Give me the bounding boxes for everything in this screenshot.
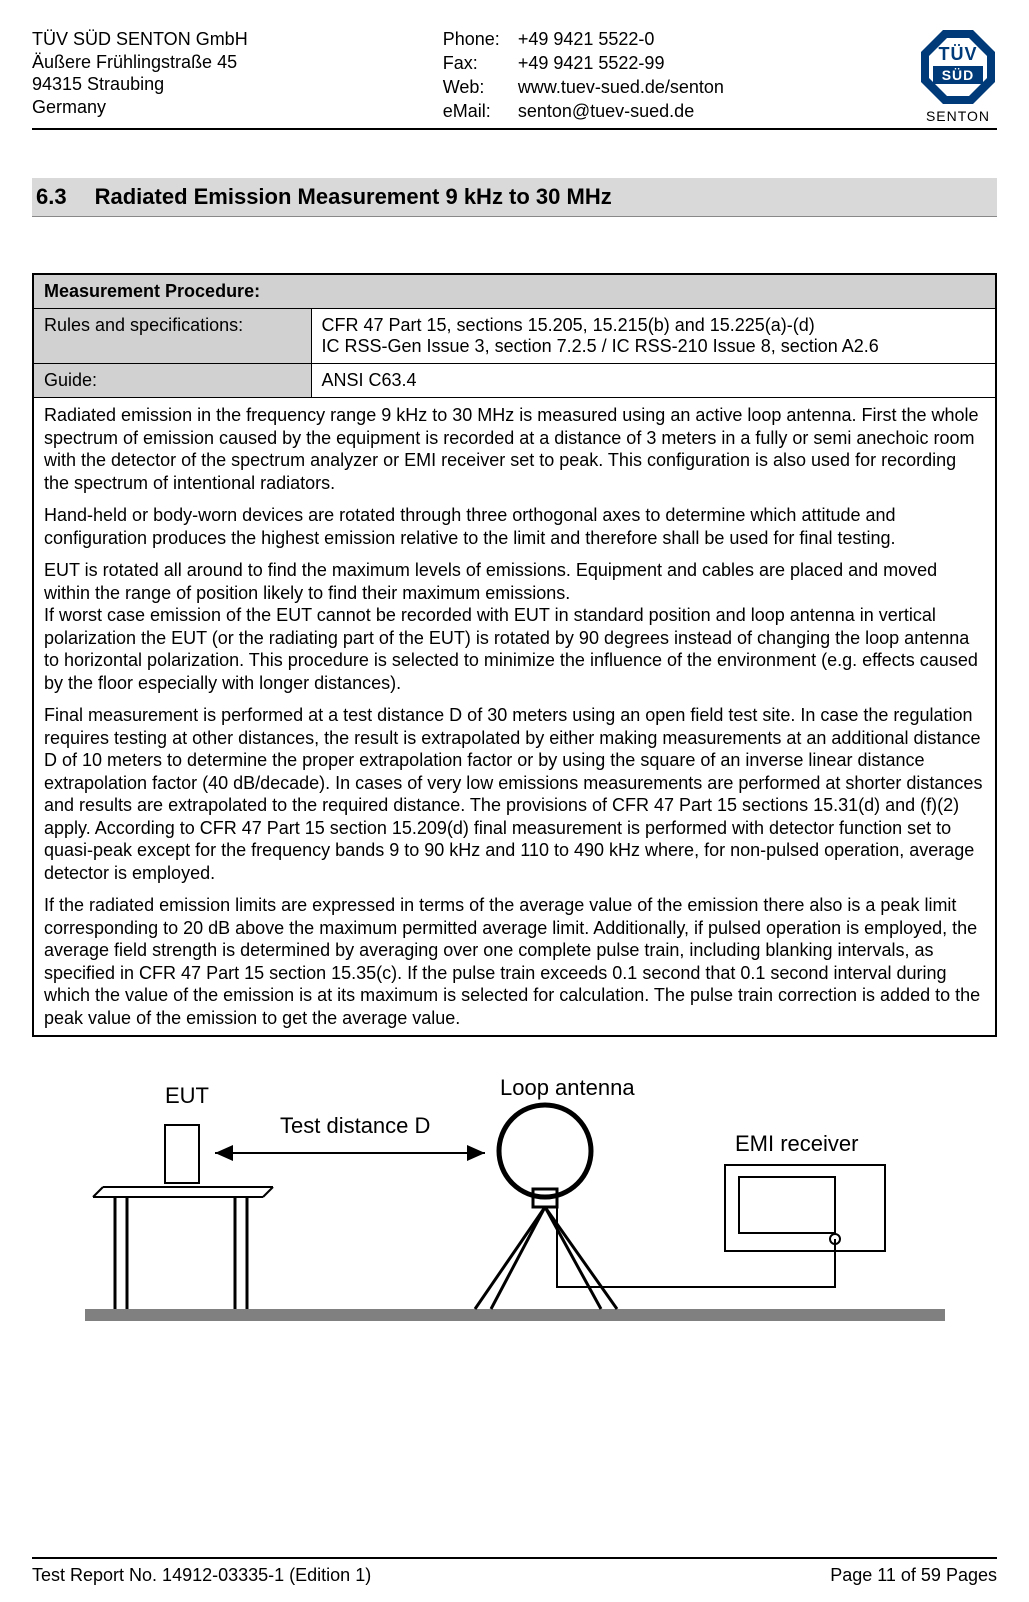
svg-text:TÜV: TÜV <box>938 44 977 64</box>
procedure-table: Measurement Procedure: Rules and specifi… <box>32 273 997 1037</box>
guide-value: ANSI C63.4 <box>311 364 996 398</box>
company-street: Äußere Frühlingstraße 45 <box>32 51 248 74</box>
svg-text:SÜD: SÜD <box>942 67 975 83</box>
footer-left: Test Report No. 14912-03335-1 (Edition 1… <box>32 1565 371 1586</box>
tripod-leg <box>475 1207 545 1309</box>
tuv-logo: TÜV SÜD SENTON <box>919 28 997 124</box>
page-footer: Test Report No. 14912-03335-1 (Edition 1… <box>32 1557 997 1586</box>
company-country: Germany <box>32 96 248 119</box>
page-header: TÜV SÜD SENTON GmbH Äußere Frühlingstraß… <box>32 28 997 130</box>
fax-label: Fax: <box>443 52 500 76</box>
footer-right: Page 11 of 59 Pages <box>830 1565 997 1586</box>
email-value: senton@tuev-sued.de <box>518 100 724 124</box>
test-setup-diagram: EUT Loop antenna Test distance D EMI rec… <box>32 1073 997 1363</box>
rules-line2: IC RSS-Gen Issue 3, section 7.2.5 / IC R… <box>322 336 986 357</box>
desc-p1: Radiated emission in the frequency range… <box>44 404 985 494</box>
arrowhead-right <box>467 1145 485 1161</box>
logo-caption: SENTON <box>926 108 990 124</box>
guide-label: Guide: <box>33 364 311 398</box>
eut-box <box>165 1125 199 1183</box>
company-name: TÜV SÜD SENTON GmbH <box>32 28 248 51</box>
section-number: 6.3 <box>36 184 67 210</box>
desc-p3: EUT is rotated all around to find the ma… <box>44 559 985 694</box>
phone-label: Phone: <box>443 28 500 52</box>
tuv-logo-icon: TÜV SÜD <box>919 28 997 106</box>
eut-label: EUT <box>165 1083 209 1108</box>
fax-value: +49 9421 5522-99 <box>518 52 724 76</box>
company-zip-city: 94315 Straubing <box>32 73 248 96</box>
dist-label: Test distance D <box>280 1113 430 1138</box>
cable <box>557 1205 835 1287</box>
procedure-description: Radiated emission in the frequency range… <box>33 398 996 1037</box>
section-heading: 6.3 Radiated Emission Measurement 9 kHz … <box>32 178 997 217</box>
ground-plane <box>85 1309 945 1321</box>
web-value: www.tuev-sued.de/senton <box>518 76 724 100</box>
contact-block: Phone: +49 9421 5522-0 Fax: +49 9421 552… <box>443 28 724 124</box>
emi-screen <box>739 1177 835 1233</box>
rules-line1: CFR 47 Part 15, sections 15.205, 15.215(… <box>322 315 986 336</box>
web-label: Web: <box>443 76 500 100</box>
tripod-leg <box>545 1207 601 1309</box>
rules-value: CFR 47 Part 15, sections 15.205, 15.215(… <box>311 309 996 364</box>
section-title: Radiated Emission Measurement 9 kHz to 3… <box>95 184 612 210</box>
rules-label: Rules and specifications: <box>33 309 311 364</box>
desc-p4: Final measurement is performed at a test… <box>44 704 985 884</box>
rx-label: EMI receiver <box>735 1131 858 1156</box>
procedure-label: Measurement Procedure: <box>44 281 260 301</box>
procedure-header: Measurement Procedure: <box>33 274 996 309</box>
email-label: eMail: <box>443 100 500 124</box>
loop-antenna <box>499 1105 591 1197</box>
company-address: TÜV SÜD SENTON GmbH Äußere Frühlingstraß… <box>32 28 248 124</box>
tripod-leg <box>491 1207 545 1309</box>
setup-svg: EUT Loop antenna Test distance D EMI rec… <box>85 1073 945 1363</box>
tripod-leg <box>545 1207 617 1309</box>
phone-value: +49 9421 5522-0 <box>518 28 724 52</box>
loop-label: Loop antenna <box>500 1075 635 1100</box>
arrowhead-left <box>215 1145 233 1161</box>
desc-p5: If the radiated emission limits are expr… <box>44 894 985 1029</box>
desc-p2: Hand-held or body-worn devices are rotat… <box>44 504 985 549</box>
